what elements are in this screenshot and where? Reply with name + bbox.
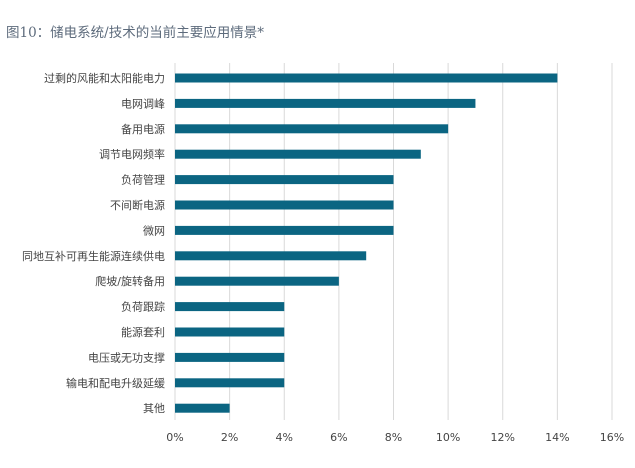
bar [175, 225, 394, 235]
category-label: 能源套利 [121, 325, 165, 339]
category-label: 过剩的风能和太阳能电力 [44, 71, 165, 85]
x-tick-label: 12% [491, 431, 515, 444]
bar [175, 124, 449, 134]
category-label: 同地互补可再生能源连续供电 [22, 249, 165, 263]
bar [175, 302, 285, 312]
category-label: 其他 [143, 402, 165, 415]
x-tick-label: 10% [436, 431, 460, 444]
bar [175, 327, 285, 337]
category-label: 负荷跟踪 [121, 300, 165, 314]
bar [175, 200, 394, 210]
category-label: 负荷管理 [121, 173, 165, 187]
category-label: 电压或无功支撑 [88, 350, 165, 364]
x-tick-label: 0% [166, 431, 183, 444]
bar [175, 352, 285, 362]
bar [175, 73, 558, 83]
category-label: 微网 [143, 223, 165, 237]
x-tick-label: 4% [276, 431, 293, 444]
x-tick-label: 2% [221, 431, 238, 444]
category-label: 调节电网频率 [99, 147, 165, 161]
bar [175, 149, 421, 159]
category-label: 爬坡/旋转备用 [95, 274, 165, 288]
bar [175, 403, 230, 413]
x-tick-label: 14% [545, 431, 569, 444]
x-tick-label: 16% [600, 431, 624, 444]
bar [175, 251, 367, 261]
bar [175, 98, 476, 108]
category-label: 不间断电源 [110, 198, 165, 212]
x-tick-label: 6% [330, 431, 347, 444]
x-tick-label: 8% [385, 431, 402, 444]
category-label: 输电和配电升级延缓 [66, 376, 165, 390]
category-label: 备用电源 [121, 122, 165, 136]
chart-title: 图10：储电系统/技术的当前主要应用情景* [6, 25, 264, 41]
bar [175, 276, 339, 286]
bar [175, 378, 285, 388]
bar [175, 175, 394, 185]
category-label: 电网调峰 [121, 97, 165, 110]
